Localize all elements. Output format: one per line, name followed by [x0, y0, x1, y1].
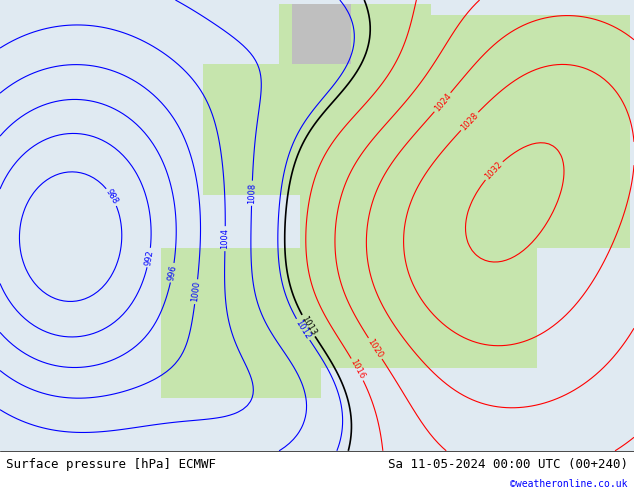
- Text: 1016: 1016: [349, 358, 366, 381]
- Text: 1024: 1024: [432, 91, 453, 113]
- Text: 992: 992: [143, 249, 155, 266]
- Text: 1013: 1013: [299, 315, 318, 337]
- Text: ©weatheronline.co.uk: ©weatheronline.co.uk: [510, 479, 628, 489]
- Text: 1004: 1004: [221, 228, 230, 249]
- Text: 988: 988: [104, 188, 120, 206]
- Text: 1012: 1012: [294, 318, 313, 341]
- Text: 996: 996: [167, 264, 178, 281]
- Text: 1020: 1020: [366, 337, 385, 360]
- Text: Sa 11-05-2024 00:00 UTC (00+240): Sa 11-05-2024 00:00 UTC (00+240): [387, 458, 628, 471]
- Text: 1032: 1032: [483, 160, 504, 181]
- Text: 1000: 1000: [190, 281, 202, 303]
- Text: 1028: 1028: [459, 110, 480, 132]
- Text: Surface pressure [hPa] ECMWF: Surface pressure [hPa] ECMWF: [6, 458, 216, 471]
- Text: 1008: 1008: [247, 182, 257, 204]
